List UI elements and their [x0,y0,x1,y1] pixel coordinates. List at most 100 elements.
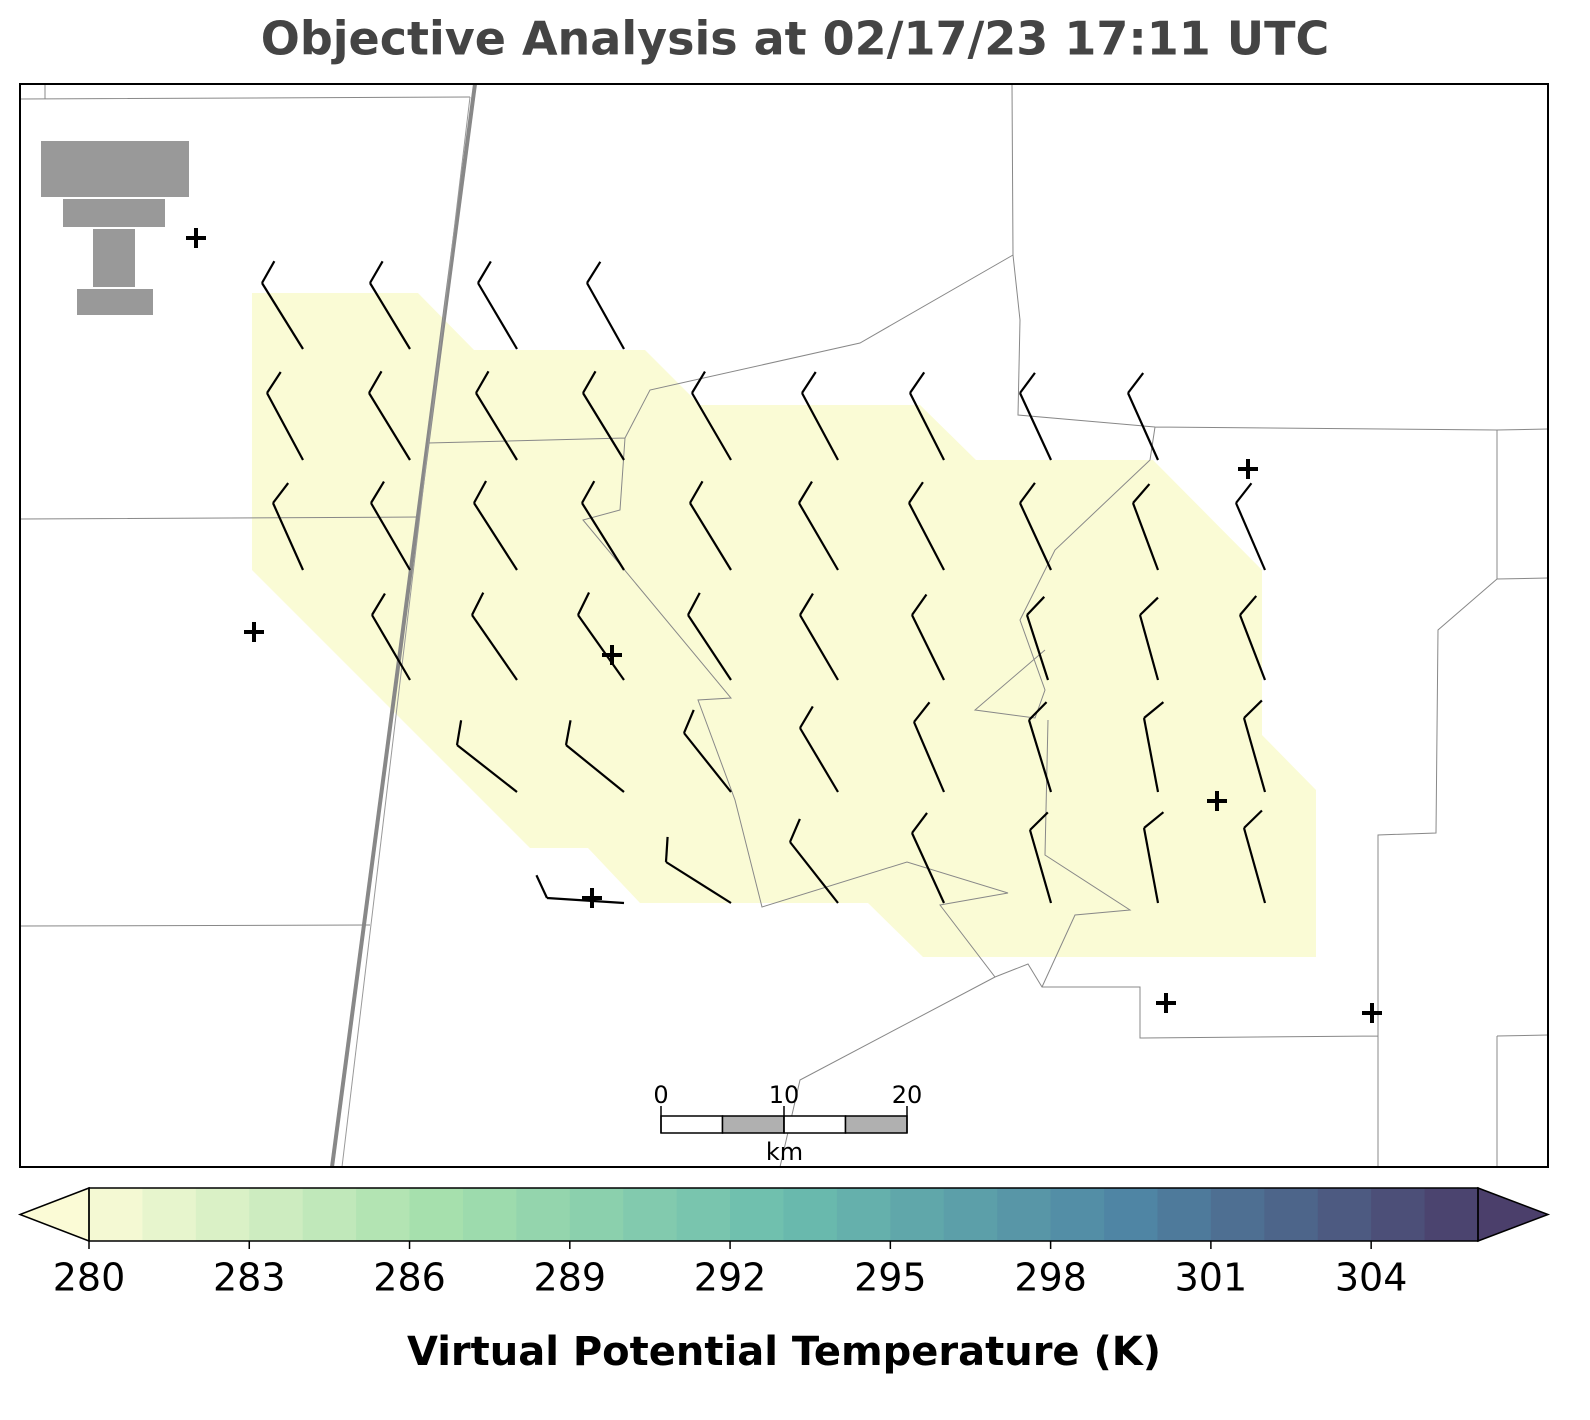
colorbar-tick-label: 283 [213,1256,286,1300]
state-border-inner [341,96,471,1168]
barb-shaft [1025,614,1050,681]
barb-shaft [370,502,411,571]
barb-flag [1243,699,1263,719]
barb-flag [799,592,814,616]
map-panel: 0 10 20 km [19,83,1549,1168]
barb-flag [801,371,817,394]
barb-flag [664,836,669,863]
colorbar-label: Virtual Potential Temperature (K) [407,1329,1161,1375]
barb-flag [368,370,383,394]
barb-flag [691,370,706,394]
barb-flag [1139,596,1159,616]
scale-bar: 0 10 20 km [653,1081,922,1166]
colorbar-segment [569,1188,624,1241]
barb-shaft [691,392,732,461]
colorbar-tick-label: 295 [854,1256,927,1300]
colorbar-tick-label: 304 [1335,1256,1408,1300]
barb-flag [1243,809,1263,829]
barb-shaft [261,282,304,350]
colorbar-segment [1371,1188,1426,1241]
barb-shaft [910,832,946,904]
colorbar-tick-label: 280 [53,1256,126,1300]
barb-flag [586,261,602,284]
barb-shaft [687,614,732,681]
barb-flag [687,592,701,616]
barb-shaft [1142,717,1160,793]
barb-flag [1239,595,1258,616]
barb-shaft [475,392,518,461]
barb-shaft [473,502,518,571]
title: Objective Analysis at 02/17/23 17:11 UTC [261,12,1330,66]
colorbar-segment [356,1188,411,1241]
scale-unit: km [766,1138,803,1166]
barb-shaft [683,732,732,793]
barb-shaft [1019,502,1052,571]
barb-flag [689,480,704,504]
barb-flag [908,481,924,504]
colorbar-extend-low [17,1186,90,1243]
colorbar-segment [890,1188,945,1241]
barb-shaft [266,392,304,461]
scale-tick-label: 20 [892,1081,923,1109]
barb-flag [911,812,928,834]
colorbar-segment [302,1188,357,1241]
barb-flag [581,480,596,504]
colorbar-tick-label: 289 [534,1256,607,1300]
barb-shaft [1238,614,1267,681]
colorbar-tick-label: 286 [373,1256,446,1300]
barb-flag [266,371,282,394]
colorbar-segment [462,1188,517,1241]
barb-shaft [798,502,839,571]
county-borders [19,83,1549,1168]
barb-flag [1132,483,1151,504]
colorbar-segment [516,1188,571,1241]
barb-flag [1029,811,1049,831]
scale-tick-label: 0 [653,1081,668,1109]
barb-flag [477,260,492,284]
barb-shaft [1234,502,1267,571]
barb-shaft [565,744,625,793]
barb-flag [471,592,485,616]
wind-barbs [261,260,1267,905]
state-border [330,83,477,1168]
colorbar-segment [195,1188,250,1241]
barb-flag [261,260,276,284]
barb-flag [370,480,385,504]
barb-shaft [546,896,625,905]
barb-flag [272,482,290,504]
barb-flag [1143,701,1165,719]
barb-flag [913,701,931,723]
barb-flag [1235,482,1253,504]
station-markers [186,228,1382,1023]
barb-flag [682,709,695,734]
barb-shaft [586,282,625,350]
colorbar-segment [1210,1188,1265,1241]
barb-shaft [477,282,518,350]
barb-shaft [1028,829,1053,904]
barb-flag [1028,701,1048,721]
barb-flag [473,480,487,504]
barb-shaft [689,502,732,571]
colorbar-segment [783,1188,838,1241]
barb-shaft [471,614,518,681]
colorbar-segment [142,1188,197,1241]
barb-shaft [909,392,945,461]
barb-flag [564,720,572,746]
barb-flag [788,818,801,843]
barb-flag [455,720,463,746]
colorbar-segment [409,1188,464,1241]
barb-flag [371,592,386,616]
barb-flag [1127,372,1145,394]
colorbar-tick-label: 298 [1014,1256,1087,1300]
barb-flag [799,705,814,729]
colorbar-segment [676,1188,731,1241]
colorbar-segment [730,1188,784,1241]
colorbar: 280 283 286 289 292 295 298 301 304 [17,1186,1551,1300]
barb-shaft [456,744,518,793]
colorbar-segment [997,1188,1052,1241]
barb-shaft [799,727,839,793]
barb-flag [582,370,597,394]
colorbar-segment [623,1188,678,1241]
scale-segment [844,1115,908,1134]
barb-shaft [912,721,946,793]
